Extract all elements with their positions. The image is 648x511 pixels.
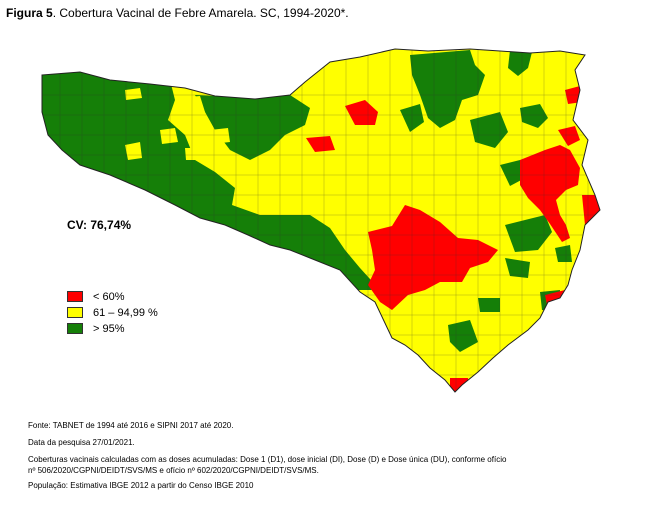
figure-title: Figura 5. Cobertura Vacinal de Febre Ama… [6, 6, 349, 20]
legend-label-mid: 61 – 94,99 % [93, 306, 158, 319]
legend-item-mid: 61 – 94,99 % [67, 305, 158, 320]
note-date: Data da pesquisa 27/01/2021. [28, 438, 135, 447]
legend-label-high: > 95% [93, 322, 125, 335]
legend-item-low: < 60% [67, 289, 158, 304]
region-mid-west-2 [125, 88, 142, 100]
region-high-westcentral [195, 95, 310, 160]
region-low-south-2 [450, 378, 468, 392]
region-high-east-2 [500, 160, 525, 186]
region-high-south-2 [478, 298, 500, 312]
region-low-central-south [368, 205, 498, 310]
region-high-south-1 [505, 258, 530, 278]
legend-label-low: < 60% [93, 290, 125, 303]
coverage-value: CV: 76,74% [67, 218, 132, 232]
region-low-north [345, 100, 378, 125]
region-high-south-4 [448, 320, 478, 352]
region-mid-west-3 [125, 142, 142, 160]
legend-swatch-low [67, 291, 83, 302]
note-population: População: Estimativa IBGE 2012 a partir… [28, 481, 254, 490]
map-legend: < 60% 61 – 94,99 % > 95% [67, 289, 158, 337]
figure-title-text: . Cobertura Vacinal de Febre Amarela. SC… [52, 6, 349, 20]
region-mid-west-4 [160, 128, 178, 144]
legend-swatch-mid [67, 307, 83, 318]
state-outline [41, 48, 601, 393]
region-mid-west-6 [210, 128, 230, 144]
region-mid-west-1 [175, 96, 205, 116]
region-high-east-1 [520, 104, 548, 128]
region-low-west [306, 136, 335, 152]
region-low-east-2 [558, 126, 580, 146]
region-low-east-1 [520, 145, 580, 242]
region-high-south-5 [555, 245, 572, 262]
note-method-line2: nº 506/2020/CGPNI/DEIDT/SVS/MS e ofício … [28, 466, 319, 475]
note-method-line1: Coberturas vacinais calculadas com as do… [28, 455, 507, 464]
region-high-northeast [508, 50, 532, 76]
note-method: Coberturas vacinais calculadas com as do… [28, 454, 628, 476]
legend-swatch-high [67, 323, 83, 334]
region-high-central-1 [470, 112, 508, 148]
region-mid-west-5 [235, 160, 262, 178]
region-mid-west-7 [185, 148, 200, 160]
legend-item-high: > 95% [67, 321, 158, 336]
region-high-center-south [505, 215, 552, 252]
figure-notes: Fonte: TABNET de 1994 até 2016 e SIPNI 2… [28, 420, 628, 497]
region-high-north [410, 50, 485, 128]
note-source: Fonte: TABNET de 1994 até 2016 e SIPNI 2… [28, 421, 234, 430]
figure-label: Figura 5 [6, 6, 53, 20]
region-low-coast [582, 195, 600, 225]
